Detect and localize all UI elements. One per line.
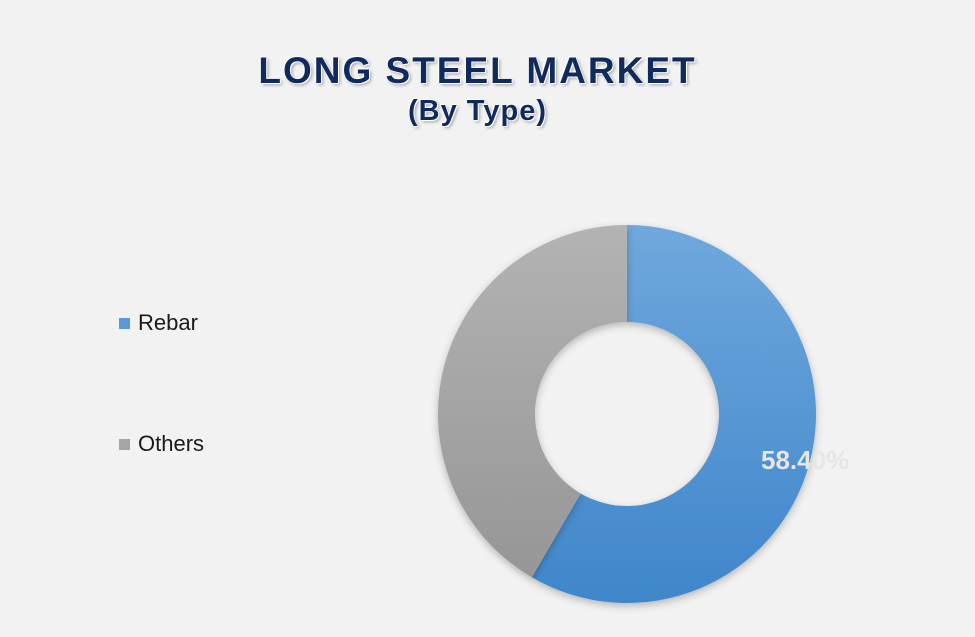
chart-title: LONG STEEL MARKET [258, 50, 697, 91]
legend-label-rebar: Rebar [138, 310, 198, 335]
donut-slices [437, 225, 816, 604]
donut-slice-rebar [531, 225, 816, 604]
donut-data-labels: 58.40% [761, 445, 849, 475]
chart-subtitle: (By Type) [408, 95, 547, 127]
legend-swatch-rebar [119, 317, 130, 329]
legend-item-others: Others [119, 431, 204, 457]
legend-item-rebar: Rebar [119, 310, 198, 336]
legend-swatch-others [119, 438, 130, 450]
donut-slice-others [437, 225, 627, 578]
data-label-rebar: 58.40% [761, 445, 849, 475]
legend-label-others: Others [138, 431, 205, 456]
